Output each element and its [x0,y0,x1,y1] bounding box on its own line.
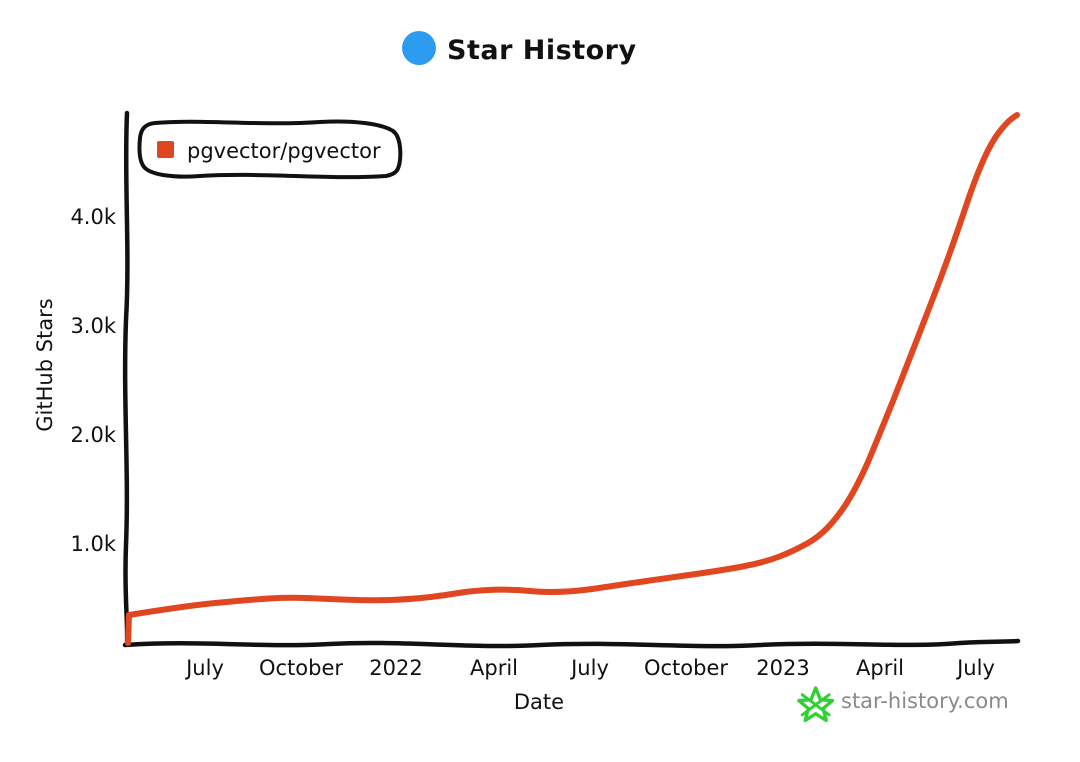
legend-box-border [137,119,403,180]
legend-marker-pgvector [157,141,174,158]
watermark-label: star-history.com [841,689,1009,713]
chart-legend[interactable]: pgvector/pgvector [137,119,403,180]
title-bullet-icon [402,31,436,65]
x-tick-label-9: July [955,656,995,680]
x-tick-label-8: April [856,656,904,680]
x-tick-label-2: October [259,656,343,680]
y-axis-title: GitHub Stars [33,298,57,431]
x-axis-line [122,638,1021,649]
page-title: Star History [447,35,637,66]
series-line-pgvector [125,112,1020,646]
y-axis-line [122,110,130,647]
x-tick-label-1: July [184,656,224,680]
y-tick-label-2: 2.0k [70,423,116,447]
x-tick-label-5: July [569,656,609,680]
x-tick-label-3: 2022 [369,656,422,680]
x-axis-title: Date [514,690,564,714]
x-tick-label-7: 2023 [756,656,809,680]
legend-label-pgvector: pgvector/pgvector [187,139,381,163]
watermark-group[interactable]: star-history.com [797,686,1009,723]
x-tick-label-4: April [470,656,518,680]
y-tick-label-1: 1.0k [70,532,116,556]
y-tick-label-4: 4.0k [70,205,116,229]
chart-title-group: Star History [402,31,637,66]
star-icon [797,686,835,723]
x-tick-label-6: October [644,656,728,680]
y-tick-label-3: 3.0k [70,314,116,338]
